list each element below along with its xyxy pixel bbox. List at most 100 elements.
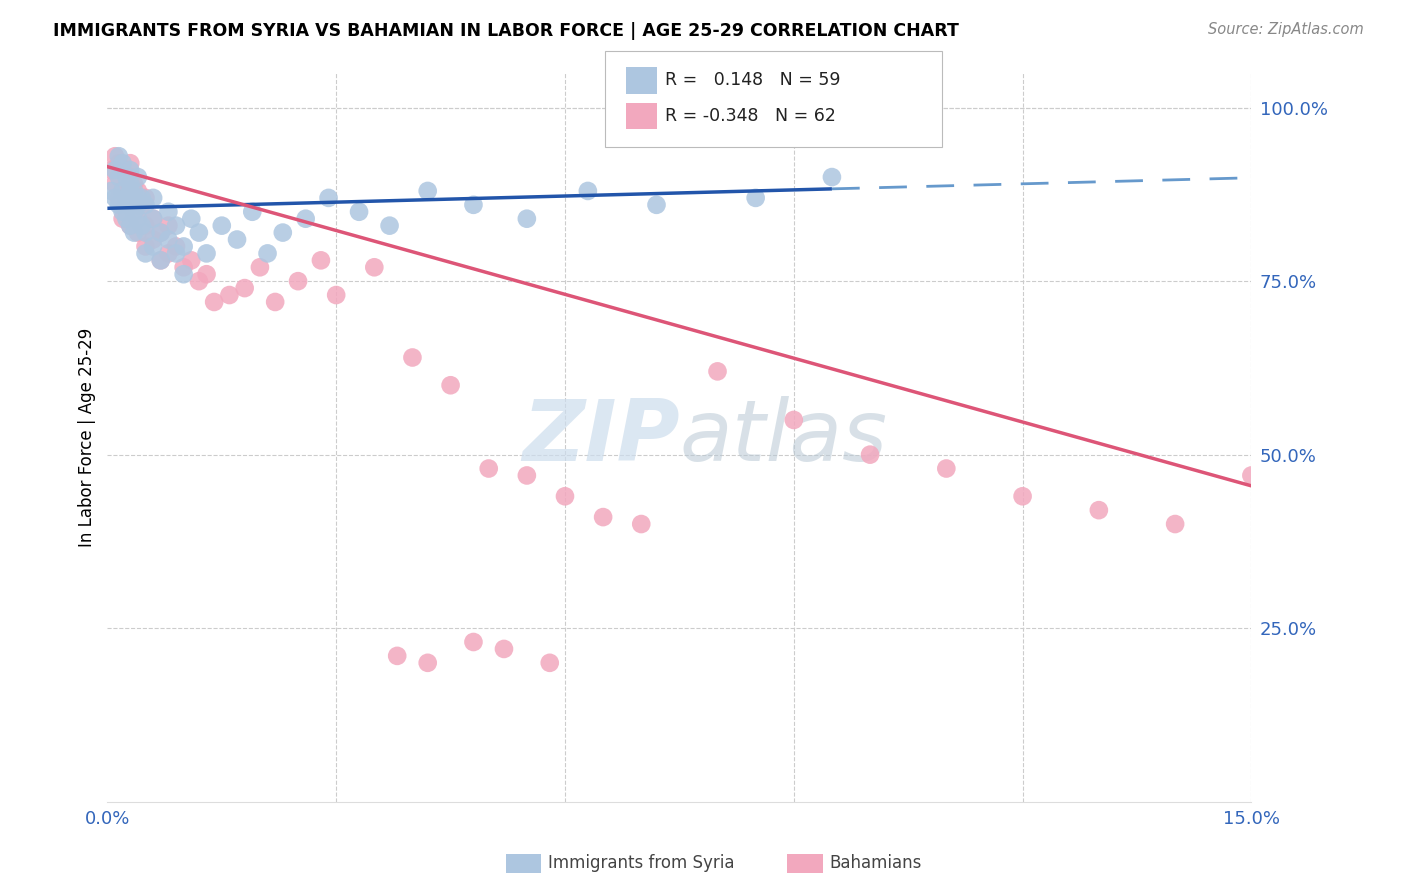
Point — [478, 461, 501, 475]
Point — [516, 468, 538, 483]
Point — [122, 177, 145, 191]
Point — [122, 226, 145, 240]
Point — [104, 149, 127, 163]
Point — [363, 260, 385, 275]
Point — [122, 204, 145, 219]
Point — [378, 219, 401, 233]
Point — [516, 211, 538, 226]
Point — [134, 246, 156, 260]
Point — [142, 233, 165, 247]
Point — [783, 413, 806, 427]
Point — [630, 516, 652, 531]
Point — [249, 260, 271, 275]
Point — [108, 149, 131, 163]
Point — [111, 163, 134, 178]
Point — [1164, 516, 1187, 531]
Point — [100, 163, 122, 178]
Point — [127, 184, 149, 198]
Point — [104, 191, 127, 205]
Point — [347, 204, 370, 219]
Point — [706, 364, 728, 378]
Point — [131, 191, 153, 205]
Point — [115, 170, 138, 185]
Point — [492, 642, 515, 657]
Point — [131, 198, 153, 212]
Text: Source: ZipAtlas.com: Source: ZipAtlas.com — [1208, 22, 1364, 37]
Text: R = -0.348   N = 62: R = -0.348 N = 62 — [665, 107, 837, 125]
Point — [122, 184, 145, 198]
Point — [120, 170, 142, 185]
Point — [592, 510, 614, 524]
Point — [127, 211, 149, 226]
Point — [149, 253, 172, 268]
Point — [211, 219, 233, 233]
Point — [120, 184, 142, 198]
Point — [195, 246, 218, 260]
Point — [1240, 468, 1263, 483]
Point — [127, 170, 149, 185]
Point — [538, 656, 561, 670]
Point — [576, 184, 599, 198]
Point — [157, 233, 180, 247]
Point — [173, 239, 195, 253]
Point — [104, 177, 127, 191]
Point — [439, 378, 461, 392]
Point — [173, 267, 195, 281]
Point — [233, 281, 256, 295]
Point — [226, 233, 249, 247]
Point — [195, 267, 218, 281]
Point — [287, 274, 309, 288]
Point — [115, 191, 138, 205]
Point — [142, 211, 165, 226]
Point — [463, 635, 485, 649]
Point — [271, 226, 294, 240]
Point — [744, 191, 766, 205]
Point — [1011, 489, 1033, 503]
Point — [240, 204, 263, 219]
Point — [127, 226, 149, 240]
Point — [821, 170, 844, 185]
Point — [165, 246, 187, 260]
Point — [173, 260, 195, 275]
Point — [165, 219, 187, 233]
Point — [127, 211, 149, 226]
Point — [325, 288, 347, 302]
Point — [120, 191, 142, 205]
Point — [416, 656, 439, 670]
Point — [187, 274, 209, 288]
Text: Bahamians: Bahamians — [830, 855, 922, 872]
Point — [554, 489, 576, 503]
Point — [115, 211, 138, 226]
Point — [142, 239, 165, 253]
Point — [309, 253, 332, 268]
Point — [157, 219, 180, 233]
Point — [131, 219, 153, 233]
Point — [142, 191, 165, 205]
Point — [416, 184, 439, 198]
Text: atlas: atlas — [679, 396, 887, 479]
Point — [134, 219, 156, 233]
Text: R =   0.148   N = 59: R = 0.148 N = 59 — [665, 71, 841, 89]
Point — [134, 198, 156, 212]
Point — [256, 246, 278, 260]
Point — [134, 191, 156, 205]
Point — [111, 184, 134, 198]
Point — [134, 226, 156, 240]
Point — [104, 163, 127, 178]
Point — [108, 156, 131, 170]
Point — [187, 226, 209, 240]
Point — [120, 163, 142, 178]
Point — [294, 211, 316, 226]
Point — [157, 246, 180, 260]
Point — [149, 226, 172, 240]
Point — [111, 156, 134, 170]
Point — [108, 191, 131, 205]
Point — [100, 184, 122, 198]
Point — [387, 648, 409, 663]
Point — [149, 253, 172, 268]
Point — [165, 239, 187, 253]
Point — [142, 211, 165, 226]
Point — [120, 198, 142, 212]
Point — [115, 198, 138, 212]
Point — [463, 198, 485, 212]
